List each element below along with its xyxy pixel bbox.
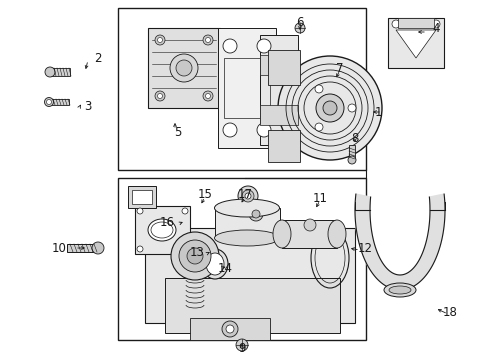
Polygon shape [398,18,434,28]
Ellipse shape [148,219,176,241]
Polygon shape [396,30,436,58]
Polygon shape [128,186,156,208]
Circle shape [137,208,143,214]
Circle shape [257,123,271,137]
Circle shape [295,23,305,33]
Circle shape [323,101,337,115]
Text: 8: 8 [351,131,359,144]
Circle shape [157,37,163,42]
Text: 11: 11 [313,192,327,204]
Text: 16: 16 [160,216,175,229]
Text: 3: 3 [84,99,92,112]
Polygon shape [355,194,445,290]
Circle shape [222,321,238,337]
Ellipse shape [328,220,346,248]
Circle shape [137,246,143,252]
Polygon shape [282,220,337,248]
Circle shape [238,186,258,206]
Circle shape [315,85,323,93]
Circle shape [45,98,53,107]
Ellipse shape [384,283,416,297]
Polygon shape [190,318,270,340]
Circle shape [203,91,213,101]
Polygon shape [268,50,300,85]
Text: 18: 18 [442,306,458,319]
Circle shape [223,39,237,53]
Bar [118,8,366,170]
Circle shape [226,325,234,333]
Circle shape [170,54,198,82]
Text: 7: 7 [336,62,344,75]
Polygon shape [50,68,70,76]
Ellipse shape [206,253,224,275]
Text: 14: 14 [218,261,233,274]
Circle shape [179,240,211,272]
Text: 5: 5 [174,126,182,139]
Text: 9: 9 [238,342,246,355]
Polygon shape [260,35,298,145]
Circle shape [257,39,271,53]
Circle shape [223,123,237,137]
Circle shape [203,35,213,45]
Circle shape [47,99,51,104]
Polygon shape [388,18,444,68]
Circle shape [92,242,104,254]
Circle shape [245,193,251,199]
Circle shape [249,207,263,221]
Circle shape [252,210,260,218]
Polygon shape [260,105,298,125]
Polygon shape [218,28,276,148]
Circle shape [205,94,211,99]
Polygon shape [145,228,355,323]
Polygon shape [135,206,190,254]
Polygon shape [67,244,98,252]
Polygon shape [349,145,355,160]
Text: 6: 6 [296,15,304,28]
Polygon shape [165,278,340,333]
Circle shape [155,35,165,45]
Polygon shape [132,190,152,204]
Circle shape [242,190,254,202]
Circle shape [278,56,382,160]
Text: 12: 12 [358,242,372,255]
Circle shape [155,91,165,101]
Ellipse shape [202,249,228,279]
Ellipse shape [273,220,291,248]
Bar [118,178,366,340]
Ellipse shape [389,286,411,294]
Circle shape [348,104,356,112]
Text: 13: 13 [190,246,205,258]
Circle shape [171,232,219,280]
Polygon shape [148,28,220,108]
Circle shape [45,67,55,77]
Polygon shape [49,99,69,105]
Text: 4: 4 [432,22,440,35]
Text: 1: 1 [375,105,383,118]
Circle shape [348,156,356,164]
Circle shape [205,37,211,42]
Text: 15: 15 [197,189,213,202]
Circle shape [315,123,323,131]
Circle shape [392,20,400,28]
Ellipse shape [151,222,173,238]
Circle shape [176,60,192,76]
Circle shape [157,94,163,99]
Text: 10: 10 [52,242,67,255]
Circle shape [432,20,440,28]
Circle shape [236,339,248,351]
Ellipse shape [215,199,279,217]
Circle shape [187,248,203,264]
Polygon shape [215,208,280,238]
Circle shape [304,219,316,231]
Polygon shape [260,55,298,75]
Circle shape [182,208,188,214]
Text: 17: 17 [238,189,252,202]
Ellipse shape [215,230,279,246]
Circle shape [182,246,188,252]
Polygon shape [268,130,300,162]
Text: 2: 2 [94,51,102,64]
Circle shape [316,94,344,122]
